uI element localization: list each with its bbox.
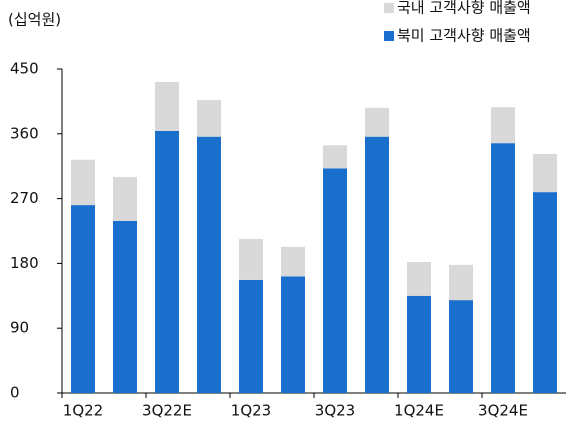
bar-segment: [491, 143, 515, 393]
bar-segment: [533, 153, 557, 193]
bar-segment: [323, 168, 347, 393]
y-tick-label: 90: [10, 319, 29, 337]
bar-segment: [281, 276, 305, 393]
legend-swatch: [384, 31, 394, 41]
bar-segment: [323, 145, 347, 169]
y-tick-label: 180: [10, 254, 39, 272]
bar-segment: [407, 295, 431, 393]
bar-segment: [197, 99, 221, 137]
x-tick-label: 1Q23: [231, 402, 271, 420]
bar-segment: [239, 238, 263, 280]
bar-segment: [71, 205, 95, 393]
x-tick-label: 1Q22: [63, 402, 103, 420]
bar-segment: [449, 264, 473, 301]
bar-segment: [491, 107, 515, 144]
bar-segment: [449, 300, 473, 393]
bar-segment: [281, 246, 305, 277]
bar-segment: [113, 220, 137, 393]
bar-segment: [365, 107, 389, 137]
x-tick-label: 1Q24E: [394, 402, 444, 420]
y-axis-label: (십억원): [8, 11, 61, 29]
y-tick-label: 0: [10, 384, 20, 402]
bar-segment: [365, 136, 389, 393]
bar-segment: [197, 136, 221, 393]
y-tick-label: 360: [10, 124, 39, 142]
bar-segment: [113, 177, 137, 221]
x-tick-label: 3Q23: [315, 402, 355, 420]
legend-label: 북미 고객사향 매출액: [397, 27, 531, 45]
legend-swatch: [384, 3, 394, 13]
bar-segment: [407, 261, 431, 296]
bar-segment: [71, 159, 95, 206]
bar-segment: [155, 81, 179, 131]
x-tick-label: 3Q24E: [478, 402, 528, 420]
legend-label: 국내 고객사향 매출액: [397, 0, 531, 17]
y-tick-label: 450: [10, 60, 39, 78]
bar-segment: [533, 192, 557, 393]
bar-segment: [155, 130, 179, 394]
bar-segment: [239, 279, 263, 393]
x-tick-label: 3Q22E: [142, 402, 192, 420]
y-tick-label: 270: [10, 189, 39, 207]
